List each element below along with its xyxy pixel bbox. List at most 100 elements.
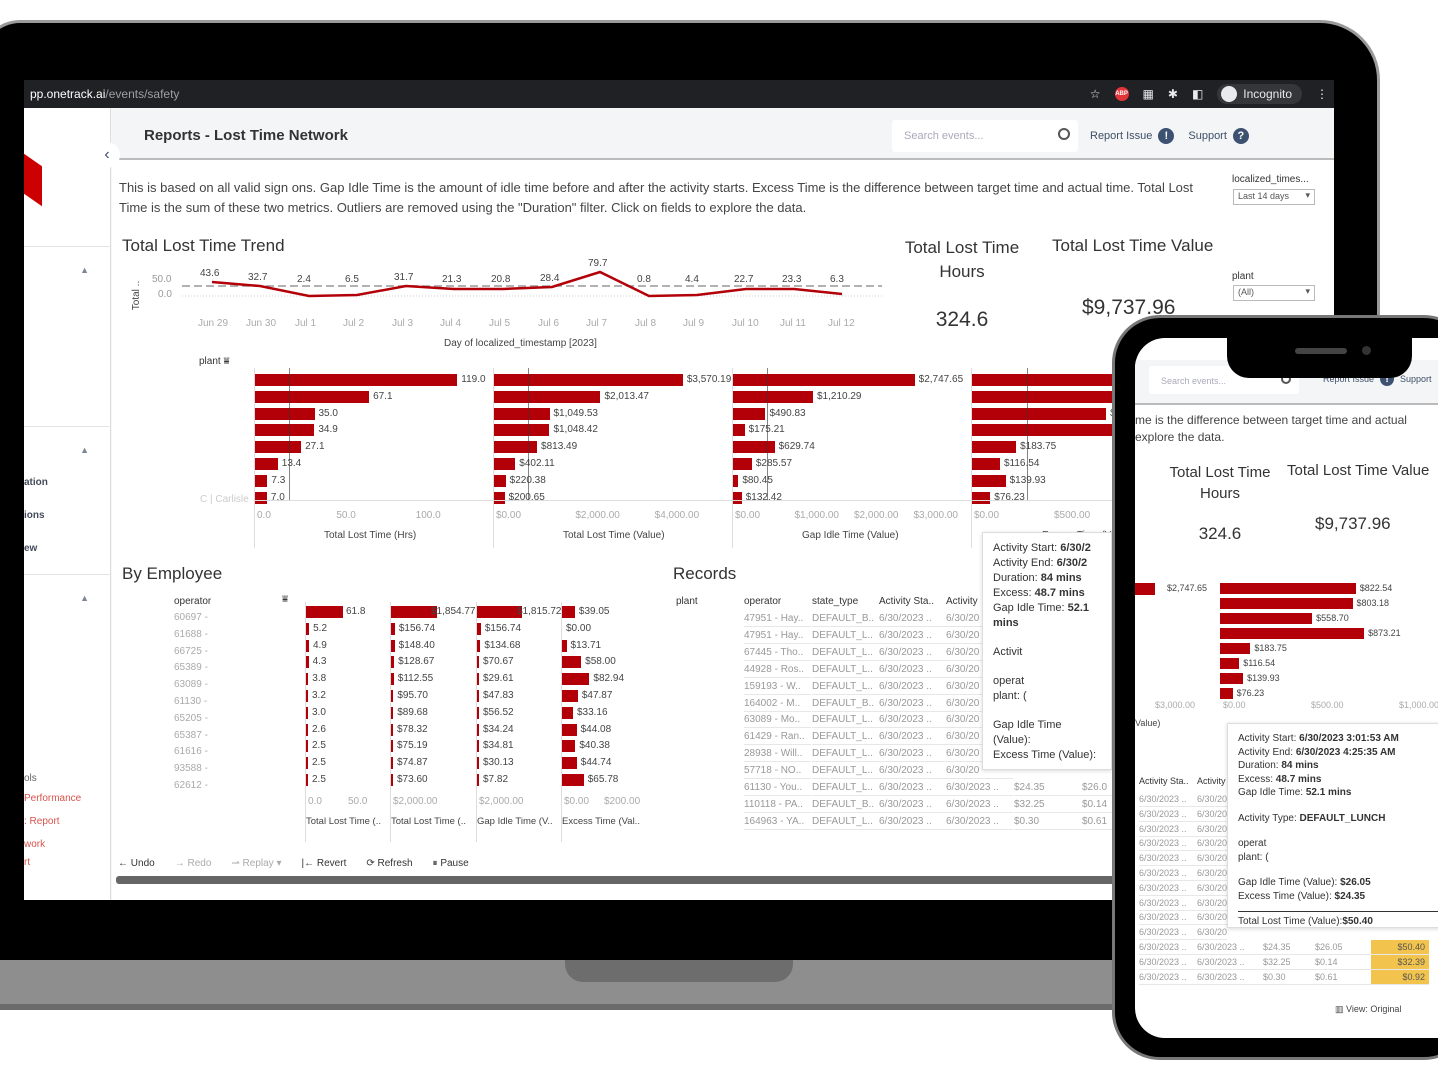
bar[interactable] [306, 690, 308, 702]
table-cell[interactable]: 6/30/2023 .. [1139, 866, 1197, 881]
table-cell[interactable]: 6/30/2023 .. [1139, 896, 1197, 911]
sidebar-item[interactable]: ew [24, 543, 38, 554]
sidebar-link[interactable]: rt [24, 857, 31, 868]
operator-label[interactable]: 61688 - [174, 628, 208, 640]
bar[interactable] [1220, 658, 1240, 669]
bar[interactable] [1220, 613, 1313, 624]
column-header[interactable]: Activity Sta.. [1139, 776, 1189, 786]
table-cell[interactable]: 6/30/20 [946, 627, 1013, 644]
bar[interactable] [255, 374, 458, 386]
sidebar-link[interactable]: Performance [24, 793, 82, 804]
table-cell[interactable]: 57718 - NO.. [744, 762, 811, 780]
bar[interactable] [733, 424, 745, 437]
kpi-value-value[interactable]: $9,737.96 [1082, 296, 1176, 319]
bar[interactable] [1220, 598, 1353, 609]
table-cell[interactable]: 28938 - Will.. [744, 745, 811, 763]
table-cell[interactable]: 6/30/2023 .. [1139, 836, 1197, 852]
bar[interactable] [494, 491, 505, 504]
table-cell[interactable]: 6/30/2023 .. [879, 728, 946, 746]
puzzle-extensions-icon[interactable]: ✱ [1167, 87, 1178, 101]
bar[interactable] [494, 458, 516, 470]
date-filter-select[interactable]: Last 14 days [1233, 189, 1315, 205]
view-original-button[interactable]: ▥ View: Original [1335, 1004, 1402, 1014]
sidebar-link[interactable]: : Report [24, 816, 60, 827]
table-cell[interactable]: 6/30/2023 .. [879, 762, 946, 780]
bar[interactable] [477, 757, 479, 770]
bar[interactable] [733, 407, 766, 420]
operator-label[interactable]: 93588 - [174, 763, 208, 775]
bar[interactable] [562, 706, 573, 719]
adblock-icon[interactable]: ABP [1114, 87, 1129, 101]
bar[interactable] [972, 491, 991, 504]
table-cell[interactable]: 6/30/20 [946, 610, 1013, 627]
table-cell[interactable]: DEFAULT_L.. [812, 779, 879, 796]
operator-label[interactable]: 66725 - [174, 645, 208, 657]
bar[interactable] [562, 757, 577, 770]
column-header[interactable]: state_type [812, 596, 859, 607]
table-cell[interactable]: 6/30/20 [1197, 866, 1227, 881]
bar[interactable] [733, 390, 813, 403]
table-cell[interactable]: 6/30/2023 .. [879, 779, 946, 796]
bar[interactable] [306, 673, 309, 686]
table-cell[interactable]: 6/30/20 [946, 728, 1013, 746]
star-icon[interactable]: ☆ [1089, 87, 1101, 101]
table-cell[interactable]: 6/30/2023 .. [1197, 940, 1263, 955]
table-cell[interactable]: $0.92 [1371, 969, 1429, 985]
table-cell[interactable]: 61130 - You.. [744, 779, 811, 796]
bar[interactable] [391, 740, 393, 753]
table-cell[interactable]: 6/30/2023 .. [879, 644, 946, 661]
operator-label[interactable]: 62612 - [174, 780, 208, 791]
table-cell[interactable]: 6/30/2023 .. [879, 610, 946, 627]
axis-title[interactable]: Excess Time (Val.. [562, 816, 640, 827]
table-cell[interactable]: DEFAULT_L.. [812, 711, 879, 729]
table-cell[interactable]: DEFAULT_B.. [812, 610, 879, 627]
bar[interactable] [477, 639, 481, 652]
sidebar-item-tools[interactable]: ols [24, 773, 37, 784]
plant-filter-select[interactable]: (All) [1233, 285, 1315, 301]
table-cell[interactable]: DEFAULT_L.. [812, 813, 879, 830]
trend-line-svg[interactable] [122, 268, 882, 328]
table-cell[interactable]: $50.40 [1371, 940, 1429, 955]
axis-title[interactable]: Total Lost Time (.. [306, 816, 381, 827]
replay-button[interactable]: ⇀ Replay ▾ [231, 857, 282, 869]
table-cell[interactable]: DEFAULT_L.. [812, 728, 879, 746]
table-cell[interactable]: 63089 - Mo.. [744, 711, 811, 729]
revert-button[interactable]: |← Revert [301, 857, 347, 869]
bar[interactable] [562, 606, 575, 618]
table-cell[interactable]: 6/30/2023 .. [879, 661, 946, 678]
bar[interactable] [733, 458, 752, 470]
refresh-button[interactable]: ⟳ Refresh [366, 857, 413, 869]
table-cell[interactable]: 6/30/2023 .. [1139, 955, 1197, 970]
table-cell[interactable]: 6/30/2023 .. [1139, 970, 1197, 985]
bar[interactable] [1220, 643, 1251, 654]
operator-label[interactable]: 61130 - [174, 696, 208, 707]
bar[interactable] [494, 390, 601, 403]
table-cell[interactable]: 6/30/20 [1197, 881, 1227, 896]
bar[interactable] [562, 723, 577, 736]
table-cell[interactable]: DEFAULT_L.. [812, 661, 879, 678]
bar[interactable] [255, 424, 315, 437]
table-cell[interactable]: $0.61 [1315, 970, 1371, 985]
plant-sort-header[interactable]: plant ⩸ [199, 356, 230, 367]
table-cell[interactable]: 6/30/2023 .. [879, 678, 946, 695]
table-cell[interactable]: 6/30/20 [946, 695, 1013, 712]
table-cell[interactable]: 6/30/2023 .. [1197, 970, 1263, 985]
table-cell[interactable]: 6/30/2023 .. [1197, 955, 1263, 970]
table-cell[interactable]: DEFAULT_B.. [812, 695, 879, 712]
operator-label[interactable]: 61616 - [174, 746, 208, 758]
bar[interactable] [391, 690, 394, 702]
table-cell[interactable]: 61429 - Ran.. [744, 728, 811, 746]
bar[interactable] [255, 441, 302, 454]
bar[interactable] [494, 441, 538, 454]
bar[interactable] [255, 474, 268, 487]
table-cell[interactable]: $26.05 [1315, 940, 1371, 955]
axis-title[interactable]: Gap Idle Time (Value) [802, 530, 899, 541]
report-issue-link[interactable]: Report Issue [1090, 130, 1153, 142]
table-cell[interactable]: 6/30/20 [946, 711, 1013, 729]
bar[interactable] [391, 706, 394, 719]
search-input[interactable]: Search events... [892, 120, 1078, 152]
address-bar[interactable]: pp.onetrack.ai/events/safety [30, 87, 180, 101]
table-cell[interactable]: 6/30/20 [1197, 807, 1227, 822]
alert-icon[interactable]: ! [1158, 128, 1175, 144]
bar[interactable] [1220, 688, 1233, 699]
